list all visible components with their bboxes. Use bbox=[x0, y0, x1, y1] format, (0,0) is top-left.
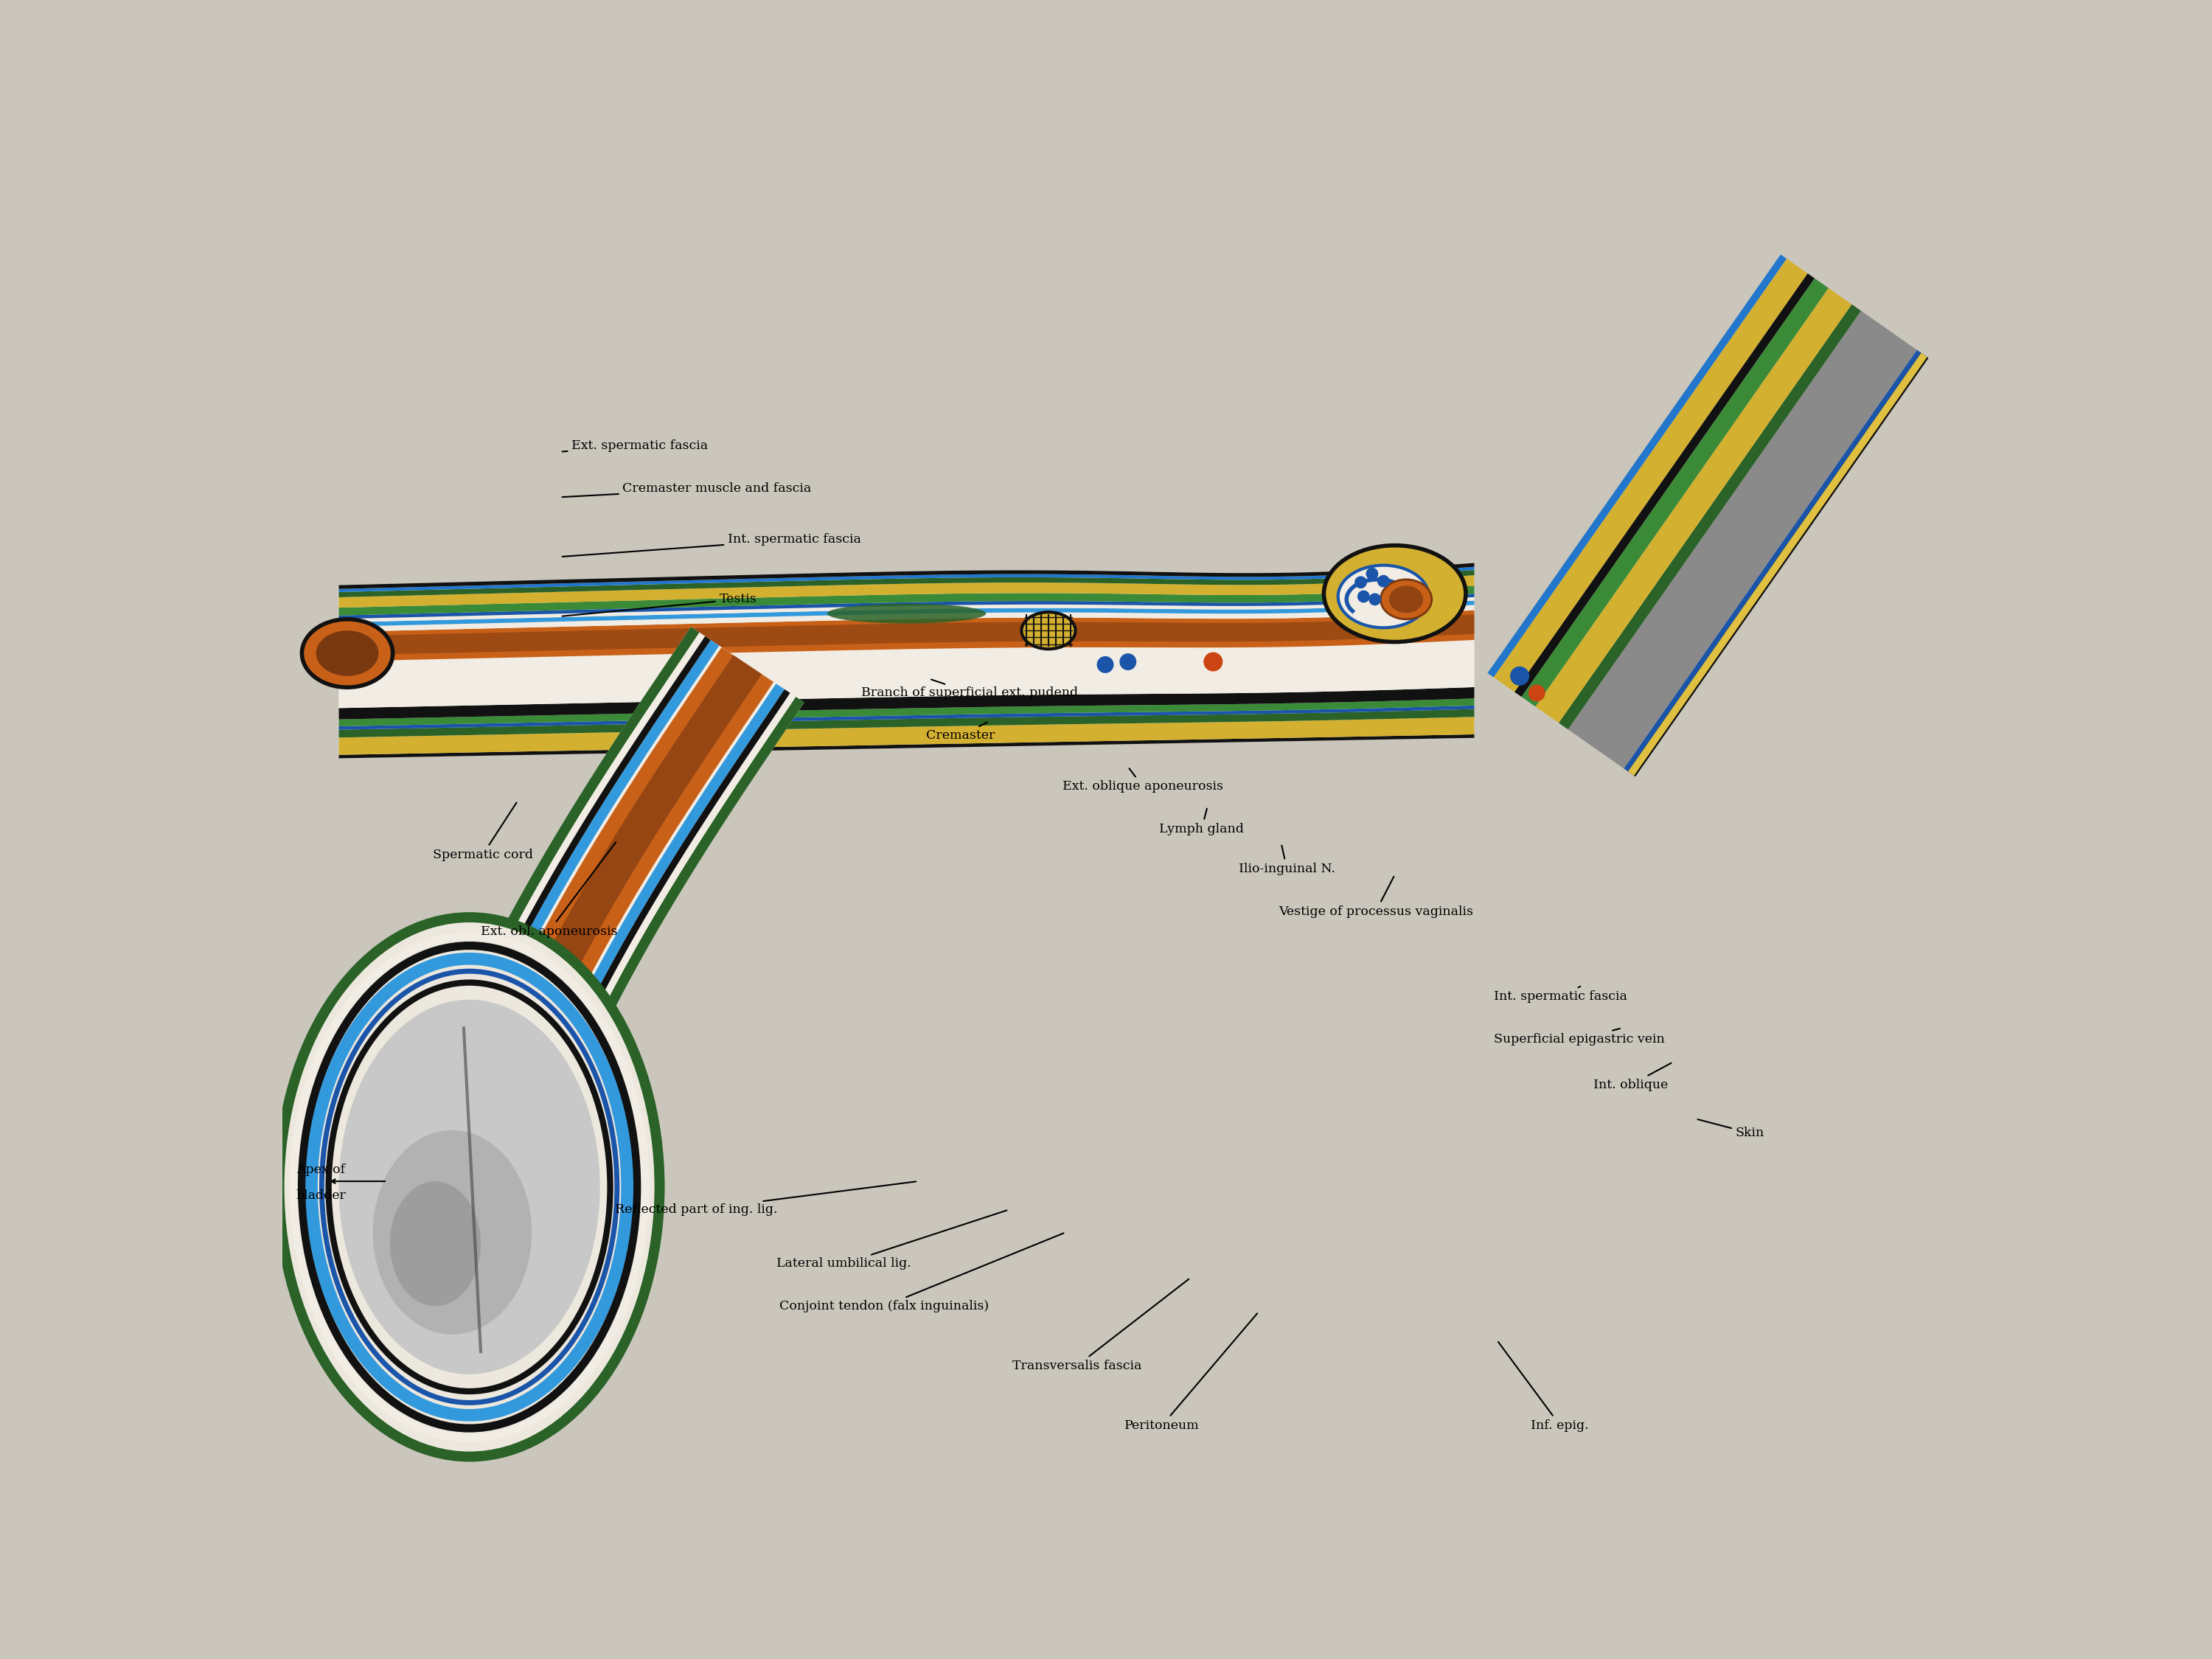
Polygon shape bbox=[1624, 350, 1920, 771]
Polygon shape bbox=[1493, 259, 1807, 692]
Circle shape bbox=[1097, 657, 1113, 672]
Polygon shape bbox=[338, 705, 1473, 730]
Text: Inf. epig.: Inf. epig. bbox=[1498, 1342, 1588, 1432]
Polygon shape bbox=[458, 655, 761, 1170]
Polygon shape bbox=[338, 562, 1473, 758]
Text: Skin: Skin bbox=[1697, 1120, 1765, 1140]
Ellipse shape bbox=[1389, 586, 1422, 612]
Circle shape bbox=[1511, 667, 1528, 685]
Text: Vestige of processus vaginalis: Vestige of processus vaginalis bbox=[1279, 876, 1473, 917]
Polygon shape bbox=[524, 693, 796, 1181]
Polygon shape bbox=[1486, 254, 1787, 677]
Text: Lymph gland: Lymph gland bbox=[1159, 808, 1243, 836]
Polygon shape bbox=[409, 627, 699, 1146]
Ellipse shape bbox=[1338, 566, 1429, 627]
Circle shape bbox=[1358, 591, 1369, 602]
Polygon shape bbox=[434, 640, 719, 1155]
Text: Peritoneum: Peritoneum bbox=[1124, 1314, 1256, 1432]
Ellipse shape bbox=[827, 604, 987, 624]
Polygon shape bbox=[338, 698, 1473, 727]
Text: Ext. obl. aponeurosis: Ext. obl. aponeurosis bbox=[480, 843, 617, 937]
Text: Ext. oblique aponeurosis: Ext. oblique aponeurosis bbox=[1062, 768, 1223, 793]
Polygon shape bbox=[338, 586, 1473, 615]
Text: Int. oblique: Int. oblique bbox=[1593, 1063, 1672, 1092]
Polygon shape bbox=[338, 735, 1473, 758]
Polygon shape bbox=[409, 627, 805, 1185]
Ellipse shape bbox=[279, 917, 659, 1457]
Ellipse shape bbox=[338, 1000, 599, 1374]
Ellipse shape bbox=[1022, 612, 1075, 649]
Ellipse shape bbox=[1380, 579, 1431, 619]
Circle shape bbox=[1378, 576, 1389, 587]
Text: Cremaster: Cremaster bbox=[927, 722, 995, 742]
Text: Int. spermatic fascia: Int. spermatic fascia bbox=[562, 534, 860, 557]
Ellipse shape bbox=[330, 982, 611, 1392]
Polygon shape bbox=[338, 601, 1473, 627]
Polygon shape bbox=[338, 640, 1473, 708]
Polygon shape bbox=[338, 571, 1473, 597]
Polygon shape bbox=[338, 708, 1473, 738]
Polygon shape bbox=[338, 594, 1473, 619]
Polygon shape bbox=[518, 688, 790, 1180]
Ellipse shape bbox=[321, 971, 617, 1404]
Polygon shape bbox=[338, 717, 1473, 755]
Circle shape bbox=[1119, 654, 1137, 670]
Ellipse shape bbox=[301, 619, 394, 687]
Polygon shape bbox=[338, 614, 1473, 655]
Polygon shape bbox=[445, 647, 774, 1173]
Circle shape bbox=[1203, 652, 1223, 670]
Ellipse shape bbox=[290, 931, 650, 1443]
Polygon shape bbox=[420, 632, 706, 1150]
Ellipse shape bbox=[279, 917, 659, 1457]
Polygon shape bbox=[338, 562, 1473, 589]
Text: Lateral umbilical lig.: Lateral umbilical lig. bbox=[776, 1211, 1006, 1269]
Polygon shape bbox=[427, 637, 710, 1151]
Polygon shape bbox=[507, 684, 785, 1178]
Polygon shape bbox=[338, 611, 1473, 662]
Polygon shape bbox=[1628, 352, 1929, 776]
Polygon shape bbox=[1515, 274, 1814, 697]
Circle shape bbox=[1367, 567, 1378, 579]
Text: Spermatic cord: Spermatic cord bbox=[434, 803, 533, 861]
Ellipse shape bbox=[1323, 546, 1467, 642]
Circle shape bbox=[1369, 594, 1380, 606]
Polygon shape bbox=[338, 567, 1473, 592]
Polygon shape bbox=[1568, 310, 1918, 768]
Polygon shape bbox=[1535, 289, 1851, 723]
Polygon shape bbox=[1628, 353, 1927, 776]
Text: Apex of: Apex of bbox=[296, 1163, 345, 1176]
Text: Transversalis fascia: Transversalis fascia bbox=[1013, 1279, 1188, 1372]
Text: Superficial epigastric vein: Superficial epigastric vein bbox=[1493, 1029, 1666, 1045]
Polygon shape bbox=[338, 687, 1473, 720]
Ellipse shape bbox=[316, 630, 378, 675]
Polygon shape bbox=[338, 597, 1473, 622]
Ellipse shape bbox=[312, 959, 628, 1415]
Polygon shape bbox=[1559, 304, 1860, 730]
Text: Testis: Testis bbox=[562, 592, 757, 615]
Polygon shape bbox=[338, 576, 1473, 607]
Polygon shape bbox=[338, 606, 1473, 632]
Text: Conjoint tendon (falx inguinalis): Conjoint tendon (falx inguinalis) bbox=[779, 1233, 1064, 1312]
Polygon shape bbox=[531, 697, 805, 1185]
Circle shape bbox=[1528, 685, 1544, 702]
Text: Ext. spermatic fascia: Ext. spermatic fascia bbox=[562, 440, 708, 453]
Polygon shape bbox=[1522, 279, 1829, 707]
Text: bladder: bladder bbox=[296, 1190, 347, 1201]
Circle shape bbox=[1356, 577, 1367, 587]
Ellipse shape bbox=[301, 946, 637, 1428]
Text: Reflected part of ing. lig.: Reflected part of ing. lig. bbox=[615, 1181, 916, 1216]
Polygon shape bbox=[442, 645, 776, 1175]
Ellipse shape bbox=[389, 1181, 480, 1306]
Text: Int. spermatic fascia: Int. spermatic fascia bbox=[1493, 987, 1628, 1004]
Text: Branch of superficial ext. pudend.: Branch of superficial ext. pudend. bbox=[860, 680, 1082, 700]
Ellipse shape bbox=[294, 936, 646, 1438]
Ellipse shape bbox=[374, 1130, 531, 1334]
Text: Ilio-inguinal N.: Ilio-inguinal N. bbox=[1239, 846, 1336, 876]
Text: Cremaster muscle and fascia: Cremaster muscle and fascia bbox=[562, 483, 812, 498]
